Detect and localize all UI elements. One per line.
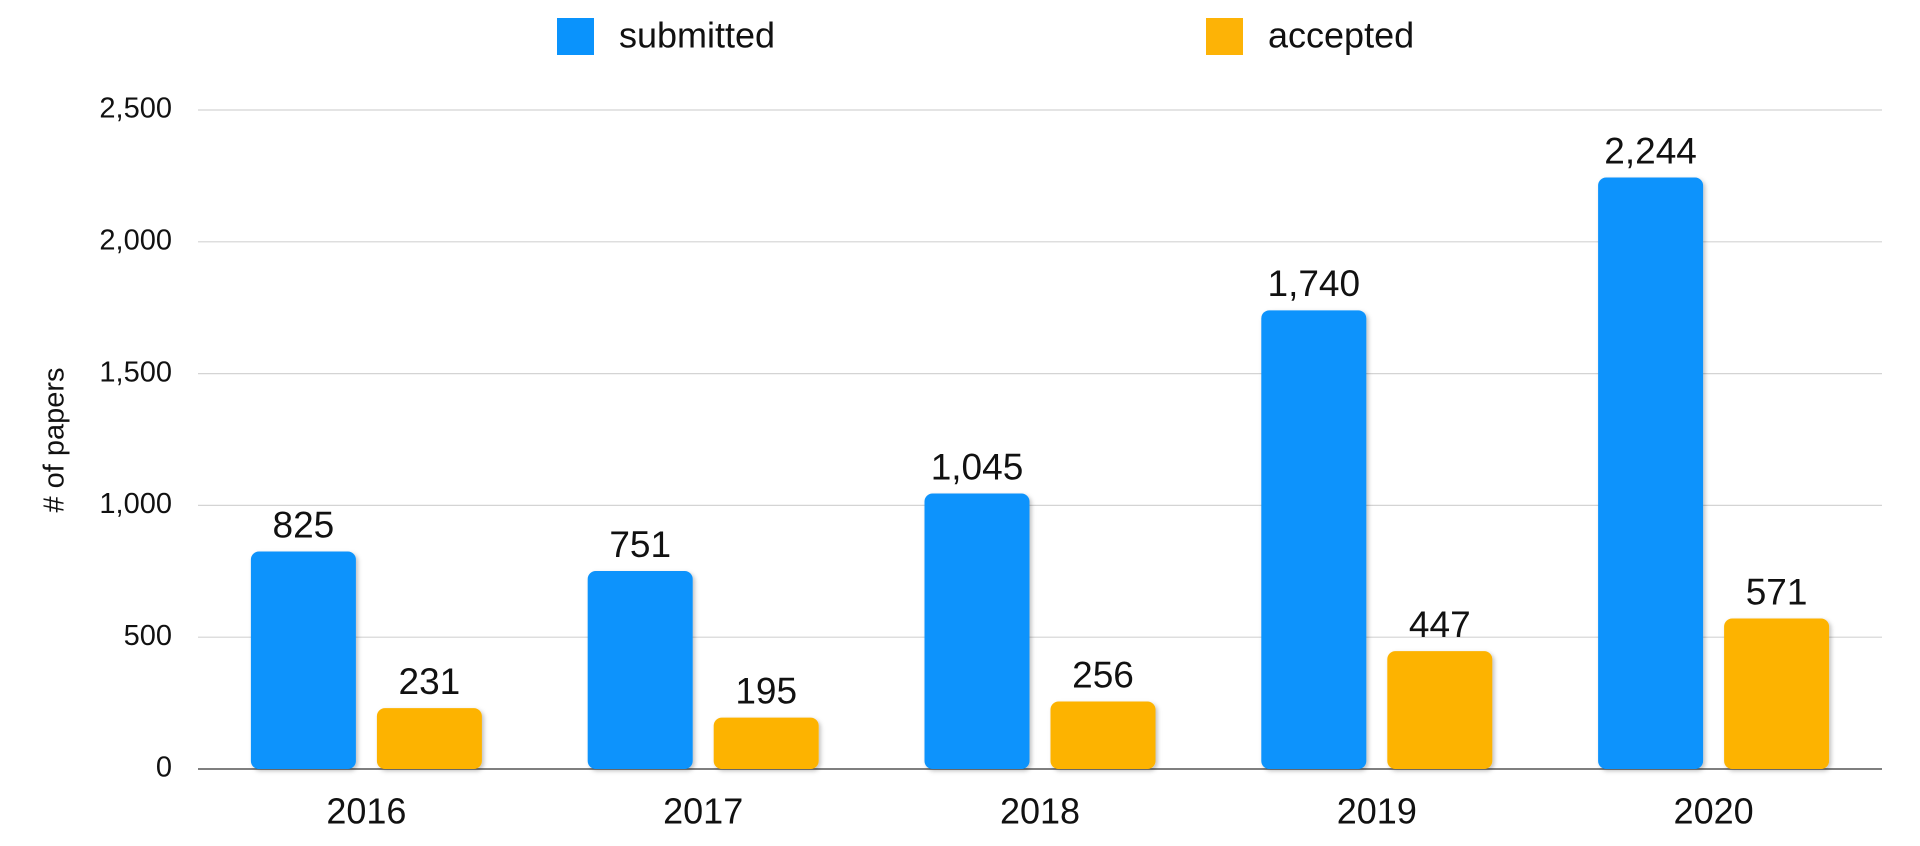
y-tick-label: 1,000 (99, 488, 172, 520)
value-label: 1,045 (931, 446, 1024, 487)
bar (1261, 310, 1367, 769)
legend-swatch (557, 18, 594, 55)
value-label: 195 (735, 670, 797, 711)
value-label: 825 (273, 504, 335, 545)
x-tick-label: 2018 (1000, 791, 1080, 832)
y-axis-label: # of papers (39, 367, 71, 512)
legend-swatch (1206, 18, 1243, 55)
bar (1724, 618, 1830, 769)
y-tick-label: 2,000 (99, 224, 172, 256)
bar (924, 493, 1030, 769)
x-tick-label: 2020 (1674, 791, 1754, 832)
bar (1598, 177, 1704, 770)
x-tick-label: 2016 (326, 791, 406, 832)
bar (376, 708, 482, 769)
bar (250, 551, 356, 769)
y-tick-label: 500 (124, 620, 172, 652)
value-label: 571 (1746, 571, 1808, 612)
x-tick-label: 2019 (1337, 791, 1417, 832)
value-label: 1,740 (1268, 263, 1361, 304)
y-tick-label: 2,500 (99, 93, 172, 125)
value-label: 2,244 (1604, 130, 1697, 171)
value-label: 447 (1409, 604, 1471, 645)
y-tick-label: 1,500 (99, 356, 172, 388)
bar (1050, 701, 1156, 769)
legend-label: submitted (619, 15, 775, 56)
value-label: 256 (1072, 654, 1134, 695)
value-label: 751 (609, 524, 671, 565)
value-label: 231 (399, 661, 461, 702)
x-tick-label: 2017 (663, 791, 743, 832)
y-tick-label: 0 (156, 752, 172, 784)
legend-label: accepted (1268, 15, 1414, 56)
bar (1387, 651, 1493, 769)
bar (713, 717, 819, 769)
bar (587, 571, 693, 769)
